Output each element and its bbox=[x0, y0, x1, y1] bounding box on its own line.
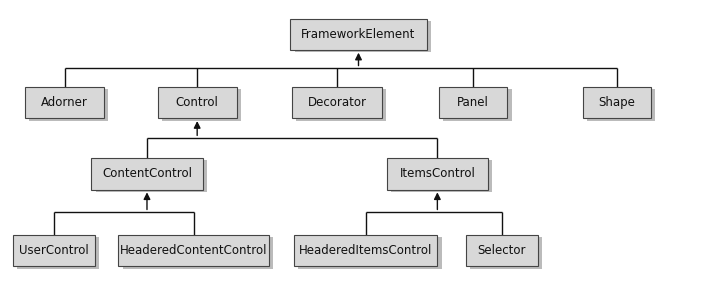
Bar bbox=[294, 235, 437, 266]
Bar bbox=[12, 235, 95, 266]
Text: Shape: Shape bbox=[598, 96, 635, 109]
Bar bbox=[162, 89, 241, 121]
Bar bbox=[466, 235, 538, 266]
Bar bbox=[96, 160, 206, 192]
Text: Selector: Selector bbox=[478, 244, 526, 257]
Bar bbox=[92, 158, 202, 190]
Bar bbox=[290, 19, 427, 50]
Bar bbox=[587, 89, 655, 121]
Bar bbox=[296, 89, 386, 121]
Bar bbox=[387, 158, 488, 190]
Text: Adorner: Adorner bbox=[41, 96, 88, 109]
Bar bbox=[25, 87, 104, 118]
Bar bbox=[293, 87, 381, 118]
Bar bbox=[470, 237, 542, 269]
Bar bbox=[298, 237, 442, 269]
Bar bbox=[118, 235, 269, 266]
Bar bbox=[123, 237, 273, 269]
Text: FrameworkElement: FrameworkElement bbox=[301, 28, 416, 41]
Text: HeaderedContentControl: HeaderedContentControl bbox=[120, 244, 267, 257]
Bar bbox=[295, 21, 431, 52]
Text: Panel: Panel bbox=[457, 96, 489, 109]
Bar bbox=[439, 87, 508, 118]
Text: ContentControl: ContentControl bbox=[102, 167, 192, 180]
Text: ItemsControl: ItemsControl bbox=[399, 167, 475, 180]
Bar bbox=[29, 89, 108, 121]
Bar bbox=[16, 237, 99, 269]
Bar bbox=[158, 87, 237, 118]
Text: UserControl: UserControl bbox=[19, 244, 89, 257]
Text: Decorator: Decorator bbox=[308, 96, 366, 109]
Text: HeaderedItemsControl: HeaderedItemsControl bbox=[299, 244, 432, 257]
Text: Control: Control bbox=[176, 96, 219, 109]
Bar bbox=[443, 89, 512, 121]
Bar bbox=[582, 87, 651, 118]
Bar bbox=[391, 160, 492, 192]
